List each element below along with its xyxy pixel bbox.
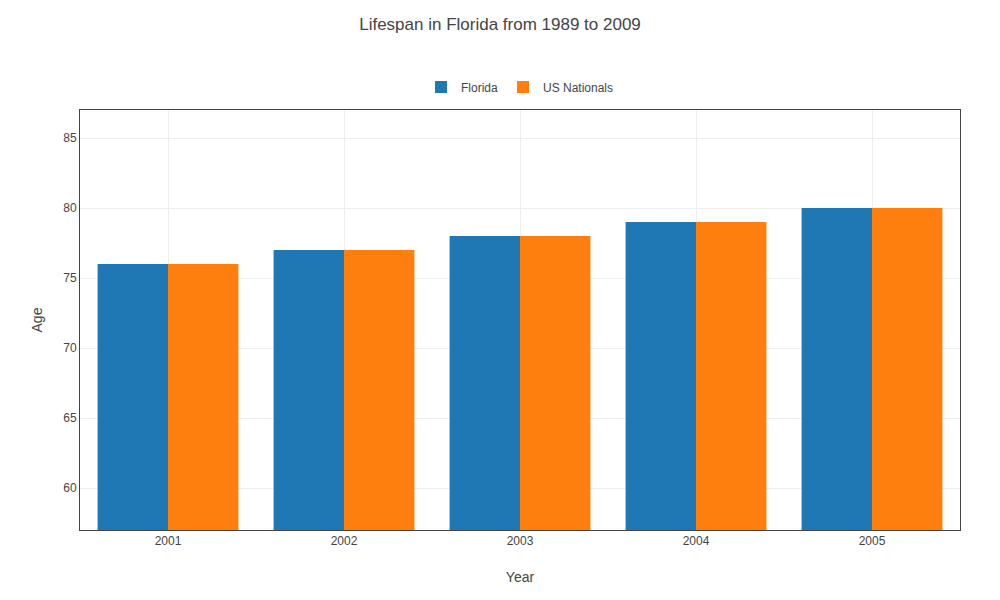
svg-text:Year: Year [506, 569, 535, 585]
svg-text:80: 80 [63, 201, 77, 215]
svg-text:2002: 2002 [331, 534, 358, 548]
svg-text:Florida: Florida [461, 81, 498, 95]
svg-text:70: 70 [63, 341, 77, 355]
svg-text:2004: 2004 [683, 534, 710, 548]
svg-text:85: 85 [63, 131, 77, 145]
svg-text:60: 60 [63, 481, 77, 495]
svg-text:2005: 2005 [859, 534, 886, 548]
svg-text:2003: 2003 [507, 534, 534, 548]
svg-text:65: 65 [63, 411, 77, 425]
svg-text:US Nationals: US Nationals [543, 81, 613, 95]
svg-text:75: 75 [63, 271, 77, 285]
svg-text:2001: 2001 [155, 534, 182, 548]
svg-text:Age: Age [29, 307, 45, 332]
svg-text:Lifespan in Florida from 1989: Lifespan in Florida from 1989 to 2009 [359, 15, 641, 34]
